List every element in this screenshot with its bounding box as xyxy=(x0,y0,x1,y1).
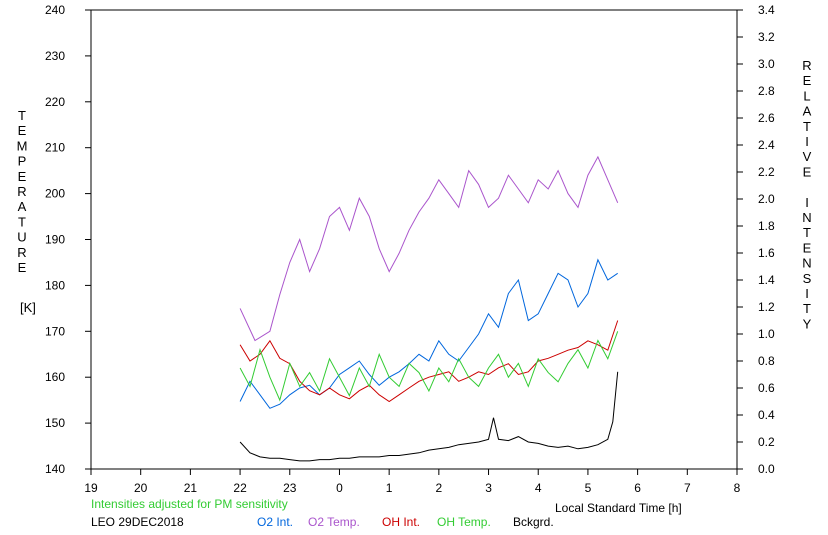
right-y-tick-label: 3.0 xyxy=(758,57,775,71)
x-tick-label: 8 xyxy=(734,481,741,495)
left-y-tick-label: 150 xyxy=(45,416,65,430)
x-tick-label: 3 xyxy=(485,481,492,495)
x-tick-label: 7 xyxy=(684,481,691,495)
right-axis-label-letter: I xyxy=(805,195,809,210)
x-tick-label: 20 xyxy=(134,481,148,495)
right-axis-label-letter: N xyxy=(802,210,811,225)
series-line-o2-int xyxy=(239,258,618,409)
series-line-oh-int xyxy=(239,320,619,403)
right-axis-label-letter: E xyxy=(803,240,812,255)
right-axis-label-letter: Y xyxy=(803,316,812,331)
left-y-tick-label: 190 xyxy=(45,233,65,247)
left-axis-label-letter: E xyxy=(18,123,27,138)
right-y-tick-label: 2.2 xyxy=(758,165,775,179)
left-y-tick-label: 210 xyxy=(45,141,65,155)
x-tick-label: 23 xyxy=(283,481,297,495)
left-y-tick-label: 240 xyxy=(45,3,65,17)
right-y-tick-label: 1.4 xyxy=(758,273,775,287)
left-y-tick-label: 200 xyxy=(45,187,65,201)
left-axis-label-letter: R xyxy=(17,184,26,199)
right-y-tick-label: 1.6 xyxy=(758,246,775,260)
right-axis-label-letter: R xyxy=(802,58,811,73)
x-tick-label: 6 xyxy=(634,481,641,495)
left-y-tick-label: 220 xyxy=(45,95,65,109)
right-axis-label-letter: T xyxy=(803,119,811,134)
pm-sensitivity-note: Intensities adjusted for PM sensitivity xyxy=(91,497,288,511)
right-axis-label-letter: S xyxy=(803,271,812,286)
left-axis-label-letter: E xyxy=(18,260,27,275)
right-axis-label-letter: I xyxy=(805,286,809,301)
legend-entry: O2 Int. xyxy=(257,515,293,529)
left-axis-label-letter: A xyxy=(18,199,27,214)
x-tick-label: 19 xyxy=(84,481,98,495)
left-y-tick-label: 160 xyxy=(45,370,65,384)
x-tick-label: 5 xyxy=(585,481,592,495)
right-axis-label-letter: E xyxy=(803,73,812,88)
right-y-tick-label: 1.2 xyxy=(758,300,775,314)
legend: O2 Int. O2 Temp. OH Int. OH Temp. Bckgrd. xyxy=(257,515,554,529)
right-y-tick-label: 0.0 xyxy=(758,462,775,476)
right-axis-label-letter: L xyxy=(803,88,810,103)
right-y-tick-label: 2.0 xyxy=(758,192,775,206)
right-y-tick-label: 0.2 xyxy=(758,435,775,449)
x-tick-label: 22 xyxy=(233,481,247,495)
legend-entry: OH Int. xyxy=(382,515,420,529)
left-y-tick-labels: 140 150 160 170 180 190 200 210 220 230 240 xyxy=(45,3,65,476)
left-y-tick-label: 230 xyxy=(45,49,65,63)
right-axis-label-letter: T xyxy=(803,301,811,316)
station-date-label: LEO 29DEC2018 xyxy=(91,515,184,529)
left-axis-label-letter: M xyxy=(17,138,28,153)
left-axis-label-letter: T xyxy=(18,108,26,123)
tick-marks xyxy=(85,9,743,475)
left-axis-label-letter: U xyxy=(17,230,26,245)
left-y-tick-label: 180 xyxy=(45,278,65,292)
right-axis-label-letter: N xyxy=(802,256,811,271)
right-y-tick-label: 3.4 xyxy=(758,3,775,17)
data-series xyxy=(239,155,619,462)
series-line-oh-temp xyxy=(239,331,619,402)
left-axis-label-letter: P xyxy=(18,154,27,169)
legend-entry: O2 Temp. xyxy=(308,515,360,529)
right-y-tick-label: 0.4 xyxy=(758,408,775,422)
right-y-tick-label: 1.8 xyxy=(758,219,775,233)
legend-entry: Bckgrd. xyxy=(513,515,554,529)
right-axis-label-letter: V xyxy=(803,149,812,164)
left-axis-label-letter: R xyxy=(17,245,26,260)
right-y-tick-labels: 0.0 0.2 0.4 0.6 0.8 1.0 1.2 1.4 1.6 1.8 2.0 2.2 2.4 2… xyxy=(758,3,775,476)
right-axis-label-letter: T xyxy=(803,225,811,240)
x-tick-label: 21 xyxy=(184,481,198,495)
x-tick-labels: 19 20 21 22 23 0 1 2 3 4 5 6 7 8 xyxy=(84,481,740,495)
series-line-bckgrd xyxy=(239,371,619,462)
right-y-tick-label: 2.4 xyxy=(758,138,775,152)
right-y-tick-label: 1.0 xyxy=(758,327,775,341)
right-y-tick-label: 0.6 xyxy=(758,381,775,395)
right-axis-label-letter: E xyxy=(803,164,812,179)
x-tick-label: 2 xyxy=(436,481,443,495)
left-axis-label-letter: E xyxy=(18,169,27,184)
right-y-tick-label: 2.8 xyxy=(758,84,775,98)
left-axis-unit: [K] xyxy=(20,300,36,315)
right-y-tick-label: 0.8 xyxy=(758,354,775,368)
left-y-tick-label: 170 xyxy=(45,324,65,338)
x-tick-label: 1 xyxy=(386,481,393,495)
x-tick-label: 0 xyxy=(336,481,343,495)
right-axis-label-letter: A xyxy=(803,104,812,119)
left-axis-label-letter: T xyxy=(18,214,26,229)
right-y-tick-label: 3.2 xyxy=(758,30,775,44)
right-y-tick-label: 2.6 xyxy=(758,111,775,125)
x-axis-label: Local Standard Time [h] xyxy=(555,501,682,515)
legend-entry: OH Temp. xyxy=(437,515,491,529)
x-tick-label: 4 xyxy=(535,481,542,495)
left-y-tick-label: 140 xyxy=(45,462,65,476)
right-axis-label-letter: I xyxy=(805,134,809,149)
series-line-o2-temp xyxy=(239,155,619,342)
